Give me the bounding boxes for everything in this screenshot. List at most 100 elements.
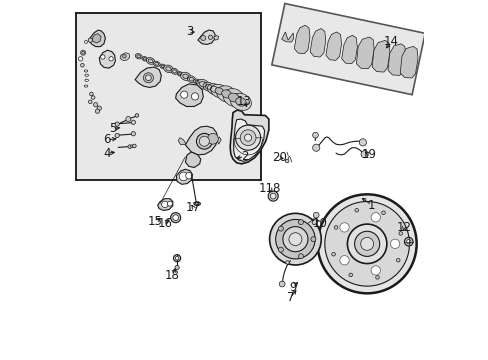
- Circle shape: [285, 159, 288, 163]
- Polygon shape: [311, 220, 316, 225]
- Polygon shape: [135, 67, 161, 87]
- Circle shape: [354, 231, 379, 256]
- Circle shape: [81, 63, 84, 67]
- Circle shape: [348, 273, 352, 277]
- Polygon shape: [99, 50, 115, 68]
- Circle shape: [130, 145, 133, 148]
- Polygon shape: [175, 84, 203, 107]
- Circle shape: [282, 226, 307, 252]
- Ellipse shape: [221, 90, 231, 98]
- Polygon shape: [325, 32, 341, 60]
- Circle shape: [370, 266, 380, 275]
- Circle shape: [313, 212, 319, 218]
- Circle shape: [125, 117, 131, 122]
- Circle shape: [131, 120, 135, 125]
- Circle shape: [170, 213, 180, 223]
- Circle shape: [131, 132, 135, 136]
- Text: 17: 17: [186, 202, 201, 215]
- Circle shape: [91, 96, 95, 99]
- Polygon shape: [356, 37, 373, 69]
- Polygon shape: [185, 126, 217, 155]
- Circle shape: [128, 145, 131, 148]
- Circle shape: [175, 256, 179, 260]
- Circle shape: [275, 220, 314, 259]
- Circle shape: [89, 92, 93, 96]
- Circle shape: [115, 122, 119, 126]
- Text: 6: 6: [103, 133, 111, 146]
- Ellipse shape: [142, 57, 147, 61]
- Circle shape: [95, 109, 100, 113]
- Circle shape: [167, 201, 172, 206]
- Circle shape: [81, 51, 84, 54]
- Circle shape: [180, 91, 187, 98]
- Circle shape: [191, 93, 198, 100]
- Ellipse shape: [207, 84, 221, 95]
- Circle shape: [97, 106, 101, 111]
- Text: 18: 18: [164, 269, 179, 282]
- Circle shape: [360, 237, 373, 250]
- Circle shape: [298, 220, 303, 225]
- Polygon shape: [387, 44, 405, 75]
- Circle shape: [279, 281, 285, 287]
- Circle shape: [122, 54, 126, 58]
- Circle shape: [132, 144, 136, 148]
- Ellipse shape: [153, 61, 160, 67]
- Circle shape: [101, 55, 105, 59]
- Circle shape: [179, 172, 187, 181]
- Circle shape: [312, 132, 318, 138]
- Circle shape: [235, 125, 260, 150]
- Ellipse shape: [203, 82, 214, 91]
- Ellipse shape: [135, 54, 142, 59]
- Polygon shape: [198, 30, 215, 44]
- Circle shape: [339, 256, 348, 265]
- Polygon shape: [233, 119, 264, 161]
- Text: 12: 12: [396, 221, 411, 234]
- Text: 14: 14: [383, 35, 398, 49]
- Text: 9: 9: [288, 281, 296, 294]
- Circle shape: [389, 239, 399, 248]
- Polygon shape: [176, 169, 192, 184]
- Circle shape: [331, 252, 335, 256]
- Polygon shape: [271, 4, 424, 95]
- Circle shape: [298, 254, 303, 259]
- Text: 5: 5: [109, 122, 116, 135]
- Circle shape: [346, 224, 386, 264]
- Polygon shape: [158, 199, 172, 211]
- Circle shape: [324, 202, 408, 286]
- Circle shape: [115, 134, 119, 138]
- Polygon shape: [400, 46, 417, 78]
- Circle shape: [278, 226, 283, 231]
- Polygon shape: [230, 110, 268, 164]
- Ellipse shape: [210, 84, 227, 98]
- Circle shape: [207, 134, 218, 144]
- Circle shape: [201, 36, 205, 41]
- Ellipse shape: [216, 86, 236, 102]
- Ellipse shape: [228, 93, 239, 102]
- Circle shape: [339, 223, 348, 232]
- Ellipse shape: [187, 76, 195, 82]
- Circle shape: [135, 114, 139, 117]
- Text: 15: 15: [148, 215, 163, 228]
- Circle shape: [267, 191, 278, 201]
- Ellipse shape: [84, 85, 88, 87]
- Circle shape: [185, 172, 192, 179]
- Polygon shape: [371, 40, 389, 72]
- Circle shape: [84, 41, 87, 43]
- Ellipse shape: [160, 64, 165, 68]
- Circle shape: [404, 237, 412, 246]
- Ellipse shape: [196, 79, 209, 89]
- Circle shape: [381, 211, 385, 215]
- Text: 7: 7: [286, 291, 294, 304]
- Circle shape: [208, 35, 212, 40]
- Polygon shape: [216, 137, 221, 144]
- Polygon shape: [88, 30, 105, 46]
- Ellipse shape: [180, 72, 190, 81]
- Polygon shape: [294, 25, 309, 54]
- Text: 1: 1: [367, 199, 375, 212]
- Circle shape: [173, 255, 180, 262]
- Circle shape: [312, 144, 319, 151]
- Circle shape: [240, 130, 255, 145]
- Circle shape: [288, 233, 301, 246]
- Ellipse shape: [163, 65, 173, 73]
- Circle shape: [375, 276, 379, 279]
